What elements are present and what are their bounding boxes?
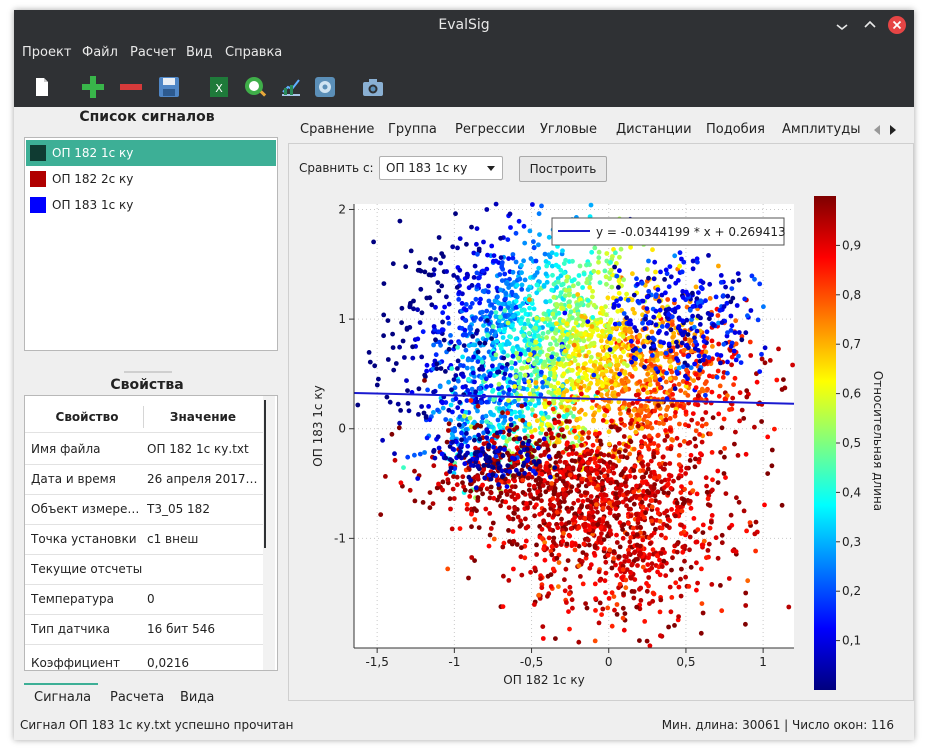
signal-item[interactable]: ОП 182 1с ку [26, 140, 276, 166]
main-tab-bar: Сравнение Группа Регрессии Угловые Диста… [288, 117, 914, 145]
chevron-down-icon [487, 166, 495, 171]
chart-icon[interactable] [278, 74, 304, 100]
menu-project[interactable]: Проект [22, 45, 72, 60]
window-title: EvalSig [438, 17, 490, 33]
save-icon[interactable] [156, 74, 182, 100]
tab-amplitudes[interactable]: Амплитуды [782, 122, 861, 137]
remove-icon[interactable] [118, 74, 144, 100]
svg-text:X: X [215, 82, 223, 95]
properties-scrollbar[interactable] [263, 396, 275, 670]
tab-group[interactable]: Группа [388, 122, 437, 137]
tab-comparison[interactable]: Сравнение [300, 122, 375, 137]
close-icon[interactable] [888, 16, 906, 34]
property-key: Имя файла [31, 442, 101, 456]
splitter-handle[interactable] [124, 371, 172, 373]
table-row[interactable]: Дата и время 26 апреля 2017 1... [25, 464, 263, 495]
table-row[interactable]: Температура 0 [25, 584, 263, 615]
excel-export-icon[interactable]: X [206, 74, 232, 100]
menu-help[interactable]: Справка [225, 45, 283, 60]
table-row[interactable]: Коэффициент 0,0216 [25, 648, 263, 670]
menu-calc[interactable]: Расчет [130, 45, 177, 60]
right-panel: Сравнение Группа Регрессии Угловые Диста… [288, 107, 914, 707]
tab-regression[interactable]: Регрессии [455, 122, 526, 137]
active-tab-indicator [24, 683, 98, 685]
build-button[interactable]: Построить [519, 156, 607, 182]
property-value: ОП 182 1с ку.txt [147, 442, 249, 456]
property-value: 0,0216 [147, 656, 189, 670]
regression-tab-pane: Сравнить с: ОП 183 1с ку Построить [288, 143, 914, 701]
signal-label: ОП 183 1с ку [52, 198, 134, 212]
property-key: Коэффициент [31, 656, 120, 670]
menu-bar: Проект Файл Расчет Вид Справка [14, 40, 914, 66]
signal-label: ОП 182 1с ку [52, 146, 134, 160]
status-info: Мин. длина: 30061 | Число окон: 116 [661, 718, 894, 732]
table-row[interactable]: Имя файла ОП 182 1с ку.txt [25, 434, 263, 465]
tab-scroll-left-icon[interactable] [870, 122, 884, 138]
status-message: Сигнал ОП 183 1с ку.txt успешно прочитан [20, 718, 294, 732]
table-row[interactable]: Тип датчика 16 бит 546 [25, 614, 263, 645]
compare-select-value: ОП 183 1с ку [386, 161, 468, 175]
property-key: Температура [31, 592, 115, 606]
column-divider [143, 406, 144, 428]
tab-signal[interactable]: Сигнала [34, 690, 92, 705]
scrollbar-thumb[interactable] [264, 400, 266, 548]
signal-item[interactable]: ОП 183 1с ку [26, 192, 276, 218]
add-icon[interactable] [80, 74, 106, 100]
menu-view[interactable]: Вид [186, 45, 213, 60]
properties-panel-title: Свойства [110, 377, 184, 393]
property-key: Объект измерен... [31, 502, 143, 516]
new-file-icon[interactable] [28, 74, 54, 100]
properties-table: Свойство Значение Имя файла ОП 182 1с ку… [24, 395, 278, 671]
property-value: 16 бит 546 [147, 622, 215, 636]
table-row[interactable]: Точка установки с1 внеш [25, 524, 263, 555]
app-window: EvalSig Проект Файл Расчет Вид Справка X… [14, 10, 914, 740]
property-key: Тип датчика [31, 622, 110, 636]
camera-icon[interactable] [360, 74, 386, 100]
tab-angular[interactable]: Угловые [540, 122, 597, 137]
signal-color-swatch [30, 145, 46, 161]
property-value: Т3_05 182 [147, 502, 210, 516]
left-panel: Список сигналов ОП 182 1с ку ОП 182 2с к… [14, 107, 286, 707]
signals-panel-title: Список сигналов [79, 109, 215, 125]
property-key: Точка установки [31, 532, 137, 546]
signal-item[interactable]: ОП 182 2с ку [26, 166, 276, 192]
minimize-icon[interactable] [834, 17, 850, 33]
tab-scroll-right-icon[interactable] [886, 122, 900, 138]
property-key: Дата и время [31, 472, 116, 486]
signal-color-swatch [30, 171, 46, 187]
property-value: 0 [147, 592, 155, 606]
bottom-tab-bar: Сигнала Расчета Вида [24, 683, 276, 711]
property-value: 26 апреля 2017 1... [147, 472, 259, 486]
status-bar: Сигнал ОП 183 1с ку.txt успешно прочитан… [14, 712, 914, 738]
tab-view[interactable]: Вида [180, 690, 215, 705]
tab-distances[interactable]: Дистанции [616, 122, 692, 137]
tab-similarity[interactable]: Подобия [706, 122, 765, 137]
signal-label: ОП 182 2с ку [52, 172, 134, 186]
toolbar: X [14, 66, 914, 107]
table-row[interactable]: Текущие отсчеты [25, 554, 263, 585]
compare-label: Сравнить с: [299, 161, 374, 175]
signal-color-swatch [30, 197, 46, 213]
property-value: с1 внеш [147, 532, 199, 546]
settings-icon[interactable] [312, 74, 338, 100]
properties-header-row: Свойство Значение [25, 402, 263, 433]
signals-list: ОП 182 1с ку ОП 182 2с ку ОП 183 1с ку [24, 137, 278, 351]
menu-file[interactable]: Файл [82, 45, 118, 60]
table-row[interactable]: Объект измерен... Т3_05 182 [25, 494, 263, 525]
tab-calculation[interactable]: Расчета [110, 690, 165, 705]
properties-header-value: Значение [169, 410, 237, 424]
property-key: Текущие отсчеты [31, 562, 143, 576]
maximize-icon[interactable] [862, 17, 878, 33]
title-bar: EvalSig [14, 10, 914, 40]
analysis-icon[interactable] [242, 74, 268, 100]
compare-select[interactable]: ОП 183 1с ку [379, 156, 503, 180]
properties-header-key: Свойство [55, 410, 119, 424]
